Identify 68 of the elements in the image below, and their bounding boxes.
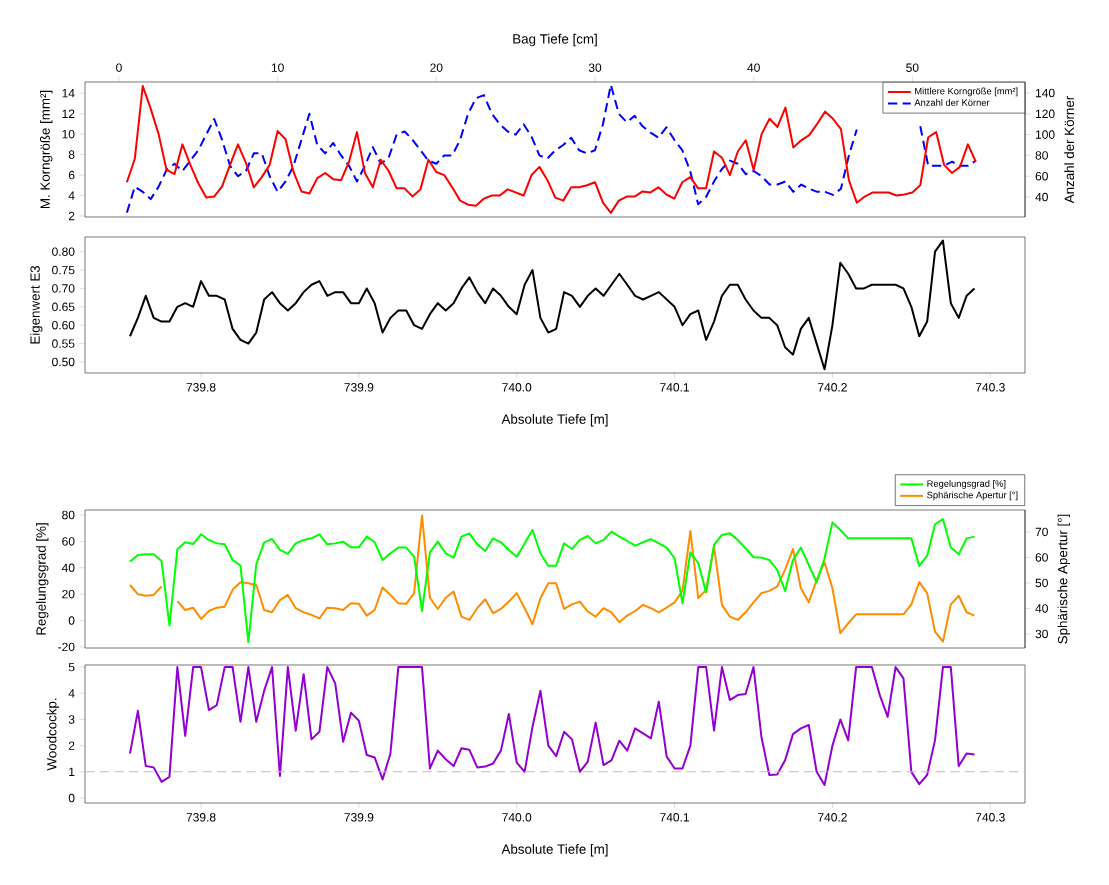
y-tick-label: 6: [68, 170, 75, 180]
x-tick-label: 10: [271, 63, 284, 72]
y2-axis-title: Anzahl der Körner: [1064, 96, 1075, 204]
y2-tick-label: 70: [1035, 527, 1048, 537]
y-tick-label: 1: [69, 767, 75, 776]
y-tick-label: 10: [62, 129, 75, 139]
x-tick-label: 30: [588, 63, 602, 72]
y2-tick-label: 140: [1035, 88, 1055, 98]
y2-axis-title: Sphärische Apertur [°]: [1057, 514, 1070, 644]
y-tick-label: 4: [68, 191, 75, 200]
y-tick-label: 0.75: [52, 265, 75, 275]
x-axis-title: Absolute Tiefe [m]: [501, 844, 608, 857]
y2-tick-label: 40: [1035, 604, 1048, 613]
x-tick-label: 740.3: [975, 813, 1005, 822]
y2-tick-label: 100: [1035, 130, 1055, 139]
x-tick-label: 50: [906, 63, 919, 72]
y-tick-label: 0.65: [52, 302, 75, 312]
y2-tick-label: 30: [1035, 629, 1048, 639]
y2-tick-label: 60: [1035, 553, 1048, 562]
y-tick-label: 0.60: [52, 320, 75, 330]
y-tick-label: 60: [62, 537, 75, 546]
y-tick-label: 40: [61, 563, 75, 573]
y-tick-label: 0.55: [52, 339, 75, 348]
x-tick-label: 739.9: [344, 813, 374, 822]
y-tick-label: 0.50: [52, 357, 75, 367]
x-tick-label: 40: [747, 63, 760, 72]
y-axis-title: Eigenwert E3: [30, 265, 43, 344]
y2-tick-label: 60: [1035, 171, 1048, 181]
legend-label: Mittlere Korngröße [mm²]: [915, 87, 1018, 97]
y-tick-label: 20: [62, 589, 75, 599]
y-tick-label: 12: [62, 109, 75, 118]
x-axis-title: Absolute Tiefe [m]: [501, 414, 608, 427]
y-tick-label: 2: [68, 741, 75, 750]
y2-tick-label: 120: [1035, 109, 1055, 119]
x-tick-label: 740.1: [660, 813, 689, 822]
y-tick-label: 0.80: [52, 247, 75, 256]
x-tick-label: 739.8: [186, 383, 216, 392]
y-tick-label: 14: [62, 89, 75, 98]
y-tick-label: 0: [68, 793, 75, 803]
y2-tick-label: 50: [1035, 578, 1048, 588]
x-tick-label: 739.9: [344, 383, 374, 392]
y-tick-label: 80: [62, 510, 75, 520]
y-tick-label: 4: [68, 689, 75, 698]
x-axis-title: Bag Tiefe [cm]: [513, 33, 597, 47]
legend-label: Regelungsgrad [%]: [927, 480, 1006, 489]
x-tick-label: 740.0: [502, 383, 532, 392]
y-tick-label: 2: [68, 211, 75, 221]
y-tick-label: 8: [68, 150, 75, 159]
x-tick-label: 740.0: [502, 813, 532, 822]
y-tick-label: 5: [68, 662, 75, 672]
legend-label: Anzahl der Körner: [914, 99, 990, 106]
x-tick-label: 740.2: [818, 383, 847, 392]
y-axis-title: Regelungsgrad [%]: [36, 523, 49, 635]
x-tick-label: 740.1: [660, 383, 689, 392]
y2-tick-label: 40: [1035, 192, 1048, 202]
y-axis-title: M. Korngröße [mm²]: [40, 90, 53, 209]
y-tick-label: 0: [68, 616, 75, 625]
x-tick-label: 20: [430, 63, 443, 72]
x-tick-label: 740.2: [818, 813, 847, 822]
legend-label: Sphärische Apertur [°]: [927, 491, 1018, 501]
y-tick-label: 3: [68, 715, 75, 724]
x-tick-label: 0: [116, 63, 122, 72]
y-tick-label: -20: [58, 642, 75, 652]
y-tick-label: 0.70: [52, 284, 75, 293]
x-tick-label: 739.8: [186, 813, 216, 822]
y-axis-title: Woodcockp.: [46, 698, 60, 771]
x-tick-label: 740.3: [975, 383, 1005, 392]
y2-tick-label: 80: [1035, 151, 1048, 160]
